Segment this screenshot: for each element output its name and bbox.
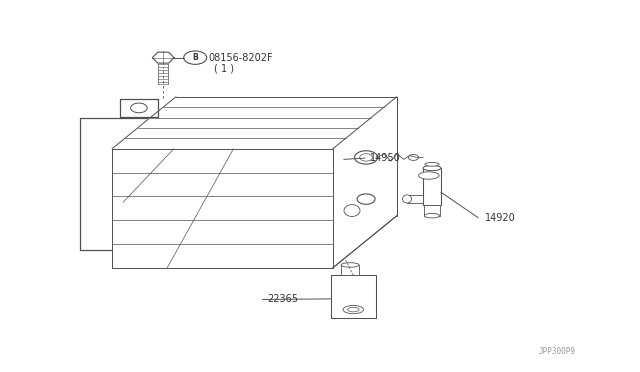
Ellipse shape — [344, 205, 360, 217]
Ellipse shape — [424, 214, 440, 218]
Text: B: B — [193, 53, 198, 62]
Ellipse shape — [348, 307, 359, 312]
Bar — [341, 265, 359, 275]
Text: 08156-8202F: 08156-8202F — [208, 53, 273, 62]
Ellipse shape — [343, 305, 364, 314]
Ellipse shape — [425, 163, 439, 166]
Text: 22365: 22365 — [268, 295, 298, 304]
Text: JPP300P9: JPP300P9 — [538, 347, 575, 356]
Text: 14950: 14950 — [370, 153, 401, 163]
Ellipse shape — [423, 166, 441, 171]
Ellipse shape — [419, 172, 439, 179]
Text: ( 1 ): ( 1 ) — [214, 64, 234, 74]
Bar — [407, 195, 423, 203]
Bar — [423, 168, 441, 205]
Ellipse shape — [403, 195, 412, 203]
Bar — [424, 205, 440, 216]
Text: 14920: 14920 — [485, 213, 516, 222]
Ellipse shape — [341, 263, 359, 267]
Bar — [331, 275, 376, 318]
